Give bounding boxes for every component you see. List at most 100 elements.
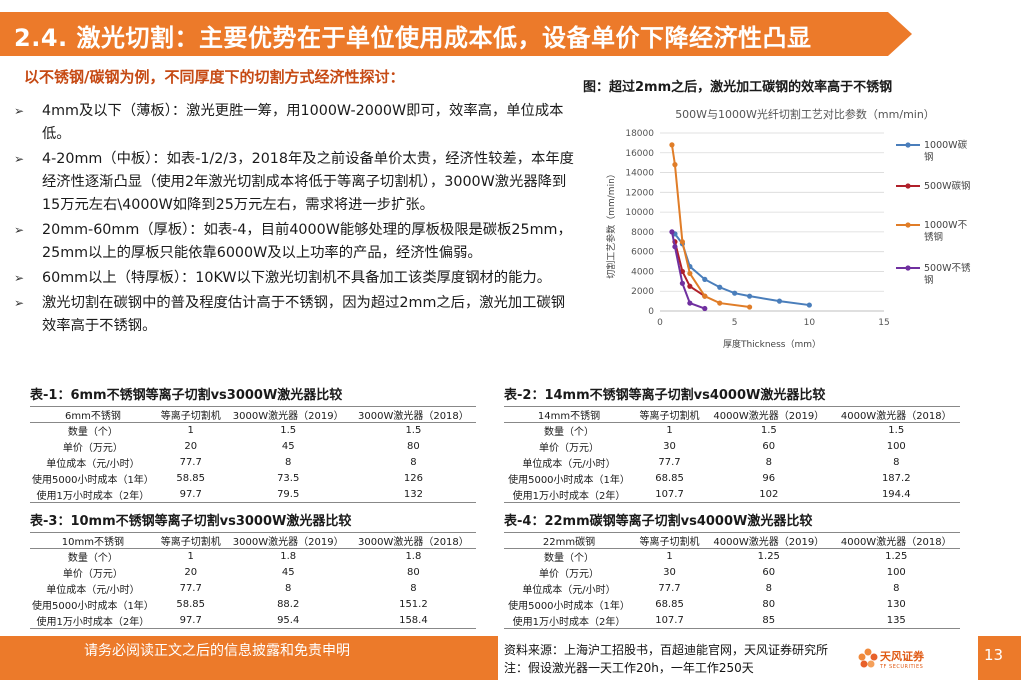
table-cell: 单价（万元） xyxy=(62,569,123,580)
table-header-row: 22mm碳钢 等离子切割机 4000W激光器（2019） 4000W激光器（20… xyxy=(504,532,960,549)
table-header-cell: 4000W激光器（2018） xyxy=(832,406,960,423)
table-cell: 使用1万小时成本（2年） xyxy=(30,612,156,629)
arrow-bullet-icon: ➢ xyxy=(14,104,25,118)
table-cell: 97.7 xyxy=(155,612,226,629)
data-point xyxy=(702,293,708,299)
table-cell: 使用1万小时成本（2年） xyxy=(504,612,634,629)
table-cell: 单位成本（元/小时） xyxy=(522,459,616,470)
bullet-text: 20mm-60mm（厚板）：如表-4，目前4000W能够处理的厚板极限是碳板25… xyxy=(42,222,572,261)
x-tick-label: 0 xyxy=(657,318,663,328)
table-cell: 使用5000小时成本（1年） xyxy=(508,601,630,612)
table-cell: 126 xyxy=(403,473,423,484)
table-cell: 45 xyxy=(281,567,295,578)
data-point xyxy=(747,304,753,310)
table-cell: 100 xyxy=(886,441,906,452)
table-cell: 单价（万元） xyxy=(539,443,599,454)
table-cell: 85 xyxy=(705,612,833,629)
x-tick-labels: 0 5 10 15 xyxy=(657,318,890,328)
table-cell: 单位成本（元/小时） xyxy=(522,585,616,596)
section-subtitle: 以不锈钢/碳钢为例，不同厚度下的切割方式经济性探讨： xyxy=(24,68,405,86)
y-tick-label: 18000 xyxy=(625,129,654,139)
arrow-bullet-icon: ➢ xyxy=(14,152,25,166)
table-cell: 8 xyxy=(893,457,900,468)
table-cell: 60 xyxy=(762,441,776,452)
legend-marker xyxy=(905,142,911,148)
table-cell: 单位成本（元/小时） xyxy=(46,459,140,470)
bullet-text: 4mm及以下（薄板）：激光更胜一筹，用1000W-2000W即可，效率高，单位成… xyxy=(42,103,564,142)
legend-label: 1000W不 xyxy=(924,220,968,231)
table-row: 单位成本（元/小时） 77.7 8 8 xyxy=(504,581,960,597)
legend-label: 500W不锈 xyxy=(924,262,971,274)
table-header-cell: 等离子切割机 xyxy=(155,406,226,423)
table-cell: 102 xyxy=(705,486,833,503)
arrow-bullet-icon: ➢ xyxy=(14,296,25,310)
table-caption: 表-3：10mm不锈钢等离子切割vs3000W激光器比较 xyxy=(30,514,352,529)
table-cell: 73.5 xyxy=(277,473,300,484)
table-cell: 45 xyxy=(281,441,295,452)
table-cell: 1 xyxy=(187,551,194,563)
assumption-note: 注：假设激光器一天工作20h，一年工作250天 xyxy=(504,661,754,675)
table-cell: 数量（个） xyxy=(67,553,118,565)
table-4-block: 表-4：22mm碳钢等离子切割vs4000W激光器比较 22mm碳钢 等离子切割… xyxy=(504,512,960,629)
table-header-cell: 4000W激光器（2019） xyxy=(705,532,833,549)
table-cell: 132 xyxy=(350,486,476,503)
table-row: 使用1万小时成本（2年） 107.7 85 135 xyxy=(504,612,960,629)
data-point xyxy=(776,298,783,304)
x-tick-label: 5 xyxy=(732,318,738,328)
header-banner: 2.4. 激光切割：主要优势在于单位使用成本低，设备单价下降经济性凸显 xyxy=(0,12,912,56)
legend-marker xyxy=(905,265,911,271)
table-cell: 1 xyxy=(666,551,673,563)
y-tick-label: 8000 xyxy=(631,228,654,238)
table-cell: 8 xyxy=(285,457,292,468)
table-header-cell: 3000W激光器（2018） xyxy=(350,406,476,423)
table-row: 使用1万小时成本（2年） 97.7 95.4 158.4 xyxy=(30,612,476,629)
table-cell: 77.7 xyxy=(658,583,681,594)
table-cell: 30 xyxy=(663,441,676,452)
table-header-cell: 4000W激光器（2019） xyxy=(705,406,833,423)
data-point xyxy=(679,280,685,286)
legend-label: 钢 xyxy=(924,274,934,286)
y-axis-label: 切割工艺参数（mm/min） xyxy=(605,169,617,279)
comparison-table: 22mm碳钢 等离子切割机 4000W激光器（2019） 4000W激光器（20… xyxy=(504,532,960,629)
arrow-bullet-icon: ➢ xyxy=(14,271,25,285)
y-tick-label: 4000 xyxy=(631,267,654,277)
table-cell: 数量（个） xyxy=(544,553,594,565)
table-cell: 60 xyxy=(762,567,776,578)
table-cell: 1.8 xyxy=(280,551,297,563)
table-cell: 158.4 xyxy=(350,612,476,629)
data-point xyxy=(702,276,708,282)
series-line xyxy=(674,233,810,307)
table-2-block: 表-2：14mm不锈钢等离子切割vs4000W激光器比较 14mm不锈钢 等离子… xyxy=(504,386,960,503)
table-cell: 8 xyxy=(410,583,417,594)
table-cell: 79.5 xyxy=(225,486,351,503)
table-cell: 使用1万小时成本（2年） xyxy=(504,486,634,503)
table-row: 使用1万小时成本（2年） 107.7 102 194.4 xyxy=(504,486,960,503)
flower-logo-icon xyxy=(858,648,878,668)
table-cell: 单价（万元） xyxy=(62,443,123,454)
data-point xyxy=(806,302,812,308)
table-cell: 8 xyxy=(285,583,292,594)
y-tick-label: 10000 xyxy=(625,208,654,218)
table-row: 使用1万小时成本（2年） 97.7 79.5 132 xyxy=(30,486,476,503)
table-cell: 80 xyxy=(407,441,420,452)
data-point xyxy=(717,300,723,306)
data-point xyxy=(672,162,678,168)
legend-label: 1000W碳 xyxy=(924,139,968,151)
table-cell: 1.5 xyxy=(760,425,777,437)
table-cell: 107.7 xyxy=(634,612,706,629)
table-cell: 单价（万元） xyxy=(539,569,599,580)
table-row: 单价（万元） 30 60 100 xyxy=(504,439,960,455)
table-cell: 20 xyxy=(184,567,198,578)
arrow-bullet-icon: ➢ xyxy=(14,223,25,237)
x-axis-label: 厚度Thickness（mm） xyxy=(723,338,821,350)
y-tick-label: 2000 xyxy=(631,287,654,297)
data-point xyxy=(679,239,685,245)
bullet-list: ➢ 4mm及以下（薄板）：激光更胜一筹，用1000W-2000W即可，效率高，单… xyxy=(14,100,574,340)
table-header-row: 14mm不锈钢 等离子切割机 4000W激光器（2019） 4000W激光器（2… xyxy=(504,406,960,423)
table-cell: 1 xyxy=(187,425,194,437)
comparison-table: 6mm不锈钢 等离子切割机 3000W激光器（2019） 3000W激光器（20… xyxy=(30,406,476,503)
table-header-cell: 3000W激光器（2019） xyxy=(225,406,351,423)
table-cell: 95.4 xyxy=(225,612,351,629)
table-cell: 194.4 xyxy=(832,486,960,503)
